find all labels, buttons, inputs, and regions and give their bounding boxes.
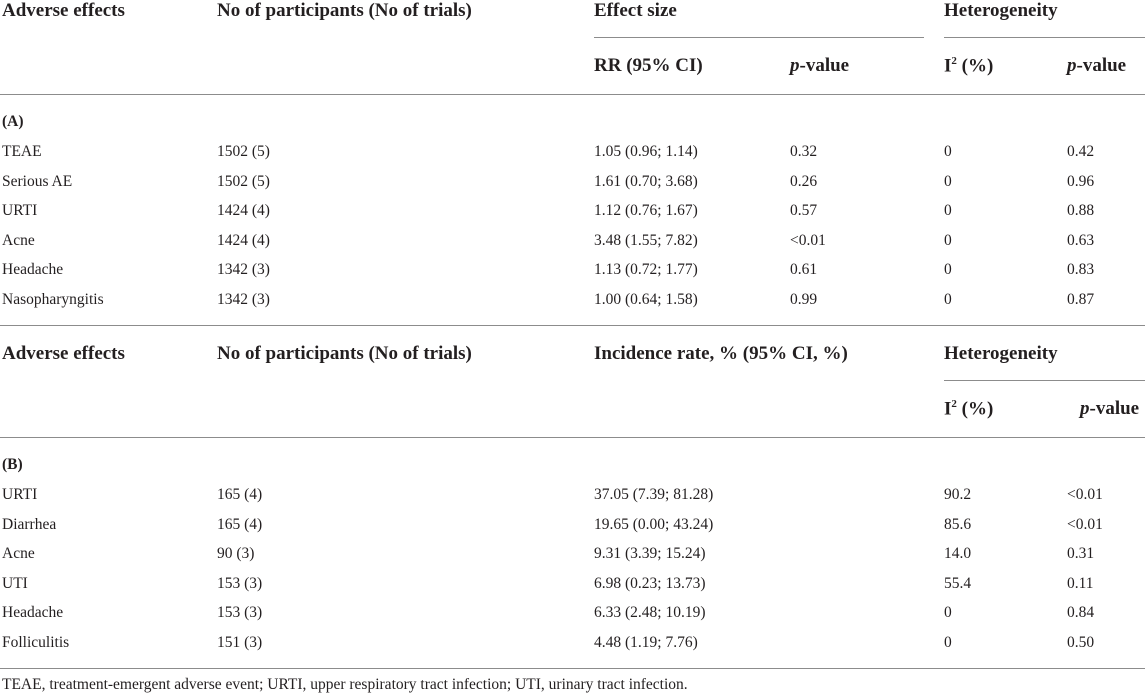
cell-het-p-value: 0.87: [1067, 290, 1095, 308]
cell-adverse-effect: URTI: [2, 202, 38, 219]
cell-adverse-effect: Serious AE: [2, 172, 73, 190]
cell-rr: 1.12 (0.76; 1.67): [594, 202, 698, 219]
cell-rr: 3.48 (1.55; 7.82): [594, 231, 698, 249]
header-adverse-effects: Adverse effects: [2, 0, 125, 21]
cell-adverse-effect: Folliculitis: [2, 633, 70, 651]
subheader-rr: RR (95% CI): [594, 55, 703, 76]
cell-adverse-effect: Acne: [2, 231, 35, 249]
cell-het-p-value: 0.31: [1067, 545, 1095, 562]
cell-i2: 0: [944, 633, 952, 651]
cell-incidence-rate: 6.33 (2.48; 10.19): [594, 604, 706, 621]
cell-rr: 1.13 (0.72; 1.77): [594, 261, 698, 278]
cell-participants: 165 (4): [217, 486, 263, 503]
cell-rr: 1.05 (0.96; 1.14): [594, 143, 698, 160]
cell-i2: 90.2: [944, 486, 972, 503]
subheader-het-p-value: p-value: [1080, 398, 1140, 419]
cell-p-value: 0.99: [790, 290, 818, 308]
header-participants: No of participants (No of trials): [217, 0, 472, 21]
bottom-rule: [0, 668, 1145, 669]
subheader-i2: I2 (%): [944, 55, 994, 77]
cell-participants: 1424 (4): [217, 231, 270, 249]
table-separator: [0, 325, 1145, 326]
cell-incidence-rate: 4.48 (1.19; 7.76): [594, 633, 698, 651]
subheader-het-p-value: p-value: [1067, 55, 1127, 76]
cell-participants: 1502 (5): [217, 143, 270, 160]
heterogeneity-underline: [944, 37, 1145, 38]
cell-het-p-value: 0.83: [1067, 261, 1095, 278]
cell-participants: 1502 (5): [217, 172, 270, 190]
cell-i2: 0: [944, 290, 952, 308]
header-effect-size: Effect size: [594, 0, 677, 21]
cell-het-p-value: 0.96: [1067, 172, 1095, 190]
header-rule-a: [0, 94, 1145, 95]
cell-participants: 1342 (3): [217, 290, 270, 308]
cell-p-value: 0.26: [790, 172, 818, 190]
cell-het-p-value: 0.42: [1067, 143, 1095, 160]
cell-participants: 1424 (4): [217, 202, 270, 219]
cell-het-p-value: 0.11: [1067, 574, 1094, 592]
section-label-a: (A): [2, 113, 24, 130]
cell-incidence-rate: 19.65 (0.00; 43.24): [594, 515, 714, 533]
cell-adverse-effect: Headache: [2, 261, 64, 278]
cell-i2: 0: [944, 172, 952, 190]
cell-p-value: 0.61: [790, 261, 818, 278]
cell-i2: 0: [944, 202, 952, 219]
cell-adverse-effect: Nasopharyngitis: [2, 290, 104, 308]
effect-size-underline: [594, 37, 924, 38]
cell-het-p-value: 0.84: [1067, 604, 1095, 621]
heterogeneity-underline: [944, 380, 1145, 381]
header-participants: No of participants (No of trials): [217, 343, 472, 364]
cell-adverse-effect: Headache: [2, 604, 64, 621]
header-heterogeneity: Heterogeneity: [944, 343, 1058, 364]
cell-incidence-rate: 6.98 (0.23; 13.73): [594, 574, 706, 592]
cell-p-value: 0.57: [790, 202, 818, 219]
cell-adverse-effect: URTI: [2, 486, 38, 503]
cell-adverse-effect: Diarrhea: [2, 515, 57, 533]
cell-adverse-effect: TEAE: [2, 143, 42, 160]
cell-het-p-value: 0.63: [1067, 231, 1095, 249]
cell-i2: 0: [944, 231, 952, 249]
cell-adverse-effect: Acne: [2, 545, 35, 562]
cell-p-value: <0.01: [790, 231, 826, 249]
cell-het-p-value: 0.50: [1067, 633, 1095, 651]
header-adverse-effects: Adverse effects: [2, 343, 125, 364]
table-footnote: TEAE, treatment-emergent adverse event; …: [2, 676, 688, 693]
cell-participants: 1342 (3): [217, 261, 270, 278]
section-label-b: (B): [2, 456, 23, 473]
cell-i2: 14.0: [944, 545, 972, 562]
cell-incidence-rate: 37.05 (7.39; 81.28): [594, 486, 714, 503]
cell-p-value: 0.32: [790, 143, 818, 160]
cell-adverse-effect: UTI: [2, 574, 28, 592]
subheader-p-value: p-value: [790, 55, 850, 76]
header-incidence-rate: Incidence rate, % (95% CI, %): [594, 343, 848, 364]
cell-i2: 0: [944, 143, 952, 160]
cell-het-p-value: 0.88: [1067, 202, 1095, 219]
header-rule-b: [0, 437, 1145, 438]
cell-participants: 165 (4): [217, 515, 263, 533]
cell-participants: 153 (3): [217, 574, 263, 592]
cell-participants: 153 (3): [217, 604, 263, 621]
subheader-i2: I2 (%): [944, 398, 994, 420]
cell-het-p-value: <0.01: [1067, 486, 1103, 503]
cell-rr: 1.00 (0.64; 1.58): [594, 290, 698, 308]
cell-incidence-rate: 9.31 (3.39; 15.24): [594, 545, 706, 562]
cell-participants: 151 (3): [217, 633, 263, 651]
header-heterogeneity: Heterogeneity: [944, 0, 1058, 21]
cell-rr: 1.61 (0.70; 3.68): [594, 172, 698, 190]
cell-i2: 0: [944, 604, 952, 621]
cell-het-p-value: <0.01: [1067, 515, 1103, 533]
cell-i2: 55.4: [944, 574, 972, 592]
cell-participants: 90 (3): [217, 545, 255, 562]
cell-i2: 0: [944, 261, 952, 278]
cell-i2: 85.6: [944, 515, 972, 533]
